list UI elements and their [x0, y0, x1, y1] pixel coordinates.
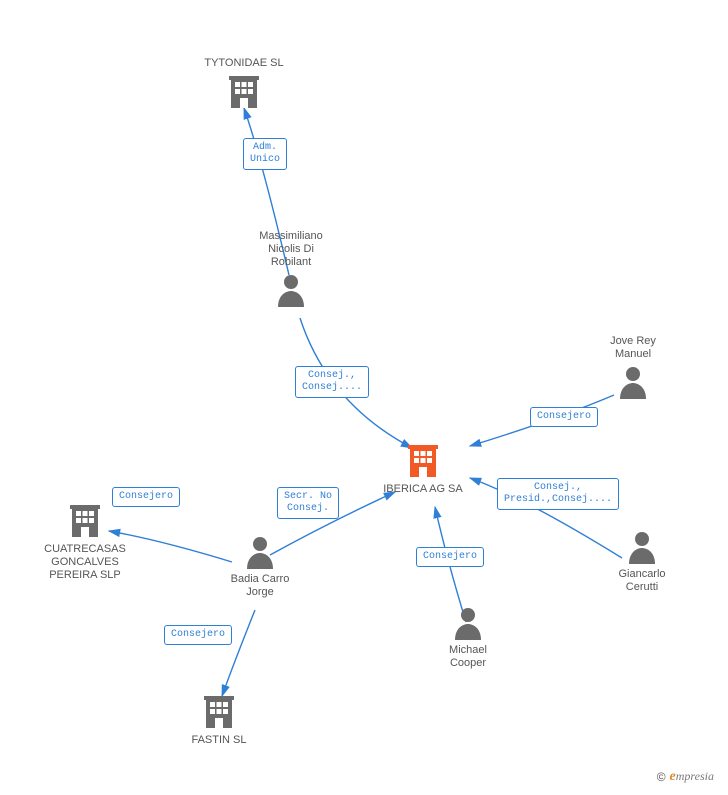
node-label: FASTIN SL: [159, 734, 279, 747]
node-label: IBERICA AG SA: [363, 483, 483, 496]
edge-label-badia-iberica: Secr. No Consej.: [277, 487, 339, 519]
node-giancarlo[interactable]: Giancarlo Cerutti: [582, 530, 702, 594]
node-cuatrecasas[interactable]: CUATRECASAS GONCALVES PEREIRA SLP: [25, 503, 145, 582]
node-label: CUATRECASAS GONCALVES PEREIRA SLP: [25, 543, 145, 582]
edge-badia-fastin: [222, 610, 255, 696]
node-label: Giancarlo Cerutti: [582, 568, 702, 594]
node-fastin[interactable]: FASTIN SL: [159, 694, 279, 747]
node-badia[interactable]: Badia Carro Jorge: [200, 535, 320, 599]
node-iberica[interactable]: IBERICA AG SA: [363, 443, 483, 496]
edge-label-giancarlo-iberica: Consej., Presid.,Consej....: [497, 478, 619, 510]
node-label: TYTONIDAE SL: [184, 57, 304, 70]
brand: empresia: [670, 769, 714, 785]
edge-label-massimiliano-iberica: Consej., Consej....: [295, 366, 369, 398]
node-massimiliano[interactable]: Massimiliano Nicolis Di Robilant: [231, 230, 351, 307]
brand-rest: mpresia: [676, 769, 714, 783]
building-icon: [25, 503, 145, 539]
building-icon: [159, 694, 279, 730]
person-icon: [573, 365, 693, 399]
edge-label-michael-iberica: Consejero: [416, 547, 484, 567]
node-tytonidae[interactable]: TYTONIDAE SL: [184, 57, 304, 110]
person-icon: [582, 530, 702, 564]
building-icon: [363, 443, 483, 479]
person-icon: [231, 273, 351, 307]
node-michael[interactable]: Michael Cooper: [408, 606, 528, 670]
edge-label-joverey-iberica: Consejero: [530, 407, 598, 427]
network-diagram: TYTONIDAE SL Massimiliano Nicolis Di Robi…: [0, 0, 728, 795]
node-label: Badia Carro Jorge: [200, 573, 320, 599]
copyright-symbol: ©: [657, 770, 666, 784]
node-label: Jove Rey Manuel: [573, 335, 693, 361]
building-icon: [184, 74, 304, 110]
person-icon: [200, 535, 320, 569]
edge-label-badia-fastin: Consejero: [164, 625, 232, 645]
person-icon: [408, 606, 528, 640]
edge-label-badia-cuatrecasas: Consejero: [112, 487, 180, 507]
edge-label-massimiliano-tytonidae: Adm. Unico: [243, 138, 287, 170]
footer: © empresia: [657, 769, 714, 785]
node-label: Michael Cooper: [408, 644, 528, 670]
node-label: Massimiliano Nicolis Di Robilant: [231, 230, 351, 269]
node-joverey[interactable]: Jove Rey Manuel: [573, 335, 693, 399]
